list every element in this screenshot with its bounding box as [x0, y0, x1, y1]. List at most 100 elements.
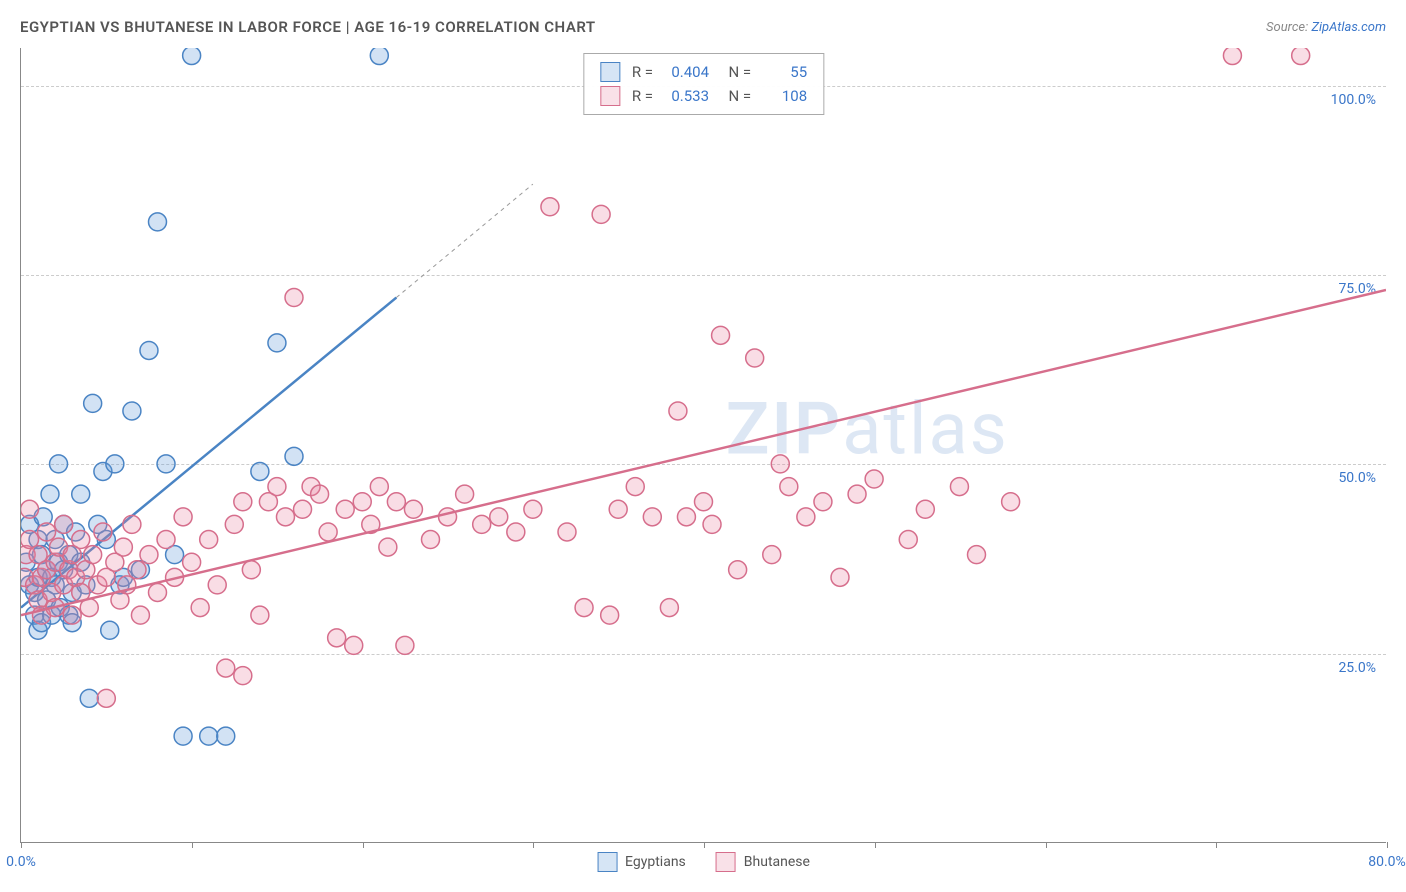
x-tick	[363, 842, 364, 848]
bottom-legend-item: Egyptians	[597, 852, 686, 872]
legend-label: Egyptians	[625, 854, 686, 870]
data-point	[575, 599, 593, 617]
data-point	[149, 583, 167, 601]
data-point	[771, 455, 789, 473]
data-point	[370, 48, 388, 65]
source-prefix: Source:	[1266, 20, 1311, 35]
legend-swatch	[600, 62, 620, 82]
data-point	[916, 500, 934, 518]
trend-line-dashed	[396, 184, 533, 297]
data-point	[797, 508, 815, 526]
data-point	[208, 576, 226, 594]
data-point	[114, 538, 132, 556]
data-point	[72, 485, 90, 503]
data-point	[370, 478, 388, 496]
x-tick	[21, 842, 22, 848]
legend-label: Bhutanese	[744, 854, 810, 870]
data-point	[473, 515, 491, 533]
data-point	[763, 546, 781, 564]
data-point	[191, 599, 209, 617]
data-point	[183, 48, 201, 65]
stat-r-value: 0.404	[661, 60, 709, 84]
data-point	[50, 455, 68, 473]
chart-title: EGYPTIAN VS BHUTANESE IN LABOR FORCE | A…	[20, 18, 596, 36]
data-point	[336, 500, 354, 518]
data-point	[712, 326, 730, 344]
data-point	[899, 531, 917, 549]
data-point	[268, 334, 286, 352]
data-point	[439, 508, 457, 526]
x-tick	[1387, 842, 1388, 848]
stat-r-value: 0.533	[661, 84, 709, 108]
data-point	[311, 485, 329, 503]
data-point	[814, 493, 832, 511]
data-point	[251, 606, 269, 624]
data-point	[242, 561, 260, 579]
stats-legend: R = 0.404 N = 55R = 0.533 N = 108	[583, 53, 824, 115]
data-point	[507, 523, 525, 541]
data-point	[200, 531, 218, 549]
data-point	[234, 493, 252, 511]
data-point	[157, 455, 175, 473]
stat-n-value: 108	[759, 84, 807, 108]
legend-swatch	[716, 852, 736, 872]
data-point	[950, 478, 968, 496]
data-point	[643, 508, 661, 526]
data-point	[268, 478, 286, 496]
data-point	[200, 727, 218, 745]
data-point	[21, 500, 39, 518]
data-point	[1292, 48, 1310, 65]
data-point	[746, 349, 764, 367]
x-tick	[533, 842, 534, 848]
legend-row: R = 0.533 N = 108	[600, 84, 807, 108]
data-point	[609, 500, 627, 518]
data-point	[404, 500, 422, 518]
data-point	[225, 515, 243, 533]
stat-r-label: R =	[632, 84, 653, 108]
data-point	[80, 689, 98, 707]
data-point	[677, 508, 695, 526]
data-point	[422, 531, 440, 549]
data-point	[285, 289, 303, 307]
data-point	[149, 213, 167, 231]
data-point	[128, 561, 146, 579]
chart-container: EGYPTIAN VS BHUTANESE IN LABOR FORCE | A…	[0, 0, 1406, 892]
data-point	[234, 667, 252, 685]
data-point	[140, 546, 158, 564]
data-point	[660, 599, 678, 617]
legend-swatch	[600, 86, 620, 106]
data-point	[217, 727, 235, 745]
data-point	[780, 478, 798, 496]
data-point	[379, 538, 397, 556]
data-point	[328, 629, 346, 647]
data-point	[968, 546, 986, 564]
data-point	[729, 561, 747, 579]
data-point	[353, 493, 371, 511]
stat-r-label: R =	[632, 60, 653, 84]
source-link[interactable]: ZipAtlas.com	[1311, 20, 1386, 35]
stat-n-label: N =	[721, 84, 751, 108]
stat-n-value: 55	[759, 60, 807, 84]
data-point	[106, 455, 124, 473]
data-point	[55, 515, 73, 533]
x-tick	[1216, 842, 1217, 848]
data-point	[592, 205, 610, 223]
data-point	[131, 606, 149, 624]
bottom-legend-item: Bhutanese	[716, 852, 810, 872]
data-point	[157, 531, 175, 549]
data-point	[456, 485, 474, 503]
scatter-svg	[21, 48, 1386, 842]
data-point	[490, 508, 508, 526]
data-point	[251, 462, 269, 480]
legend-row: R =0.404 N =55	[600, 60, 807, 84]
data-point	[695, 493, 713, 511]
bottom-legend: Egyptians Bhutanese	[597, 852, 810, 872]
data-point	[41, 485, 59, 503]
data-point	[84, 546, 102, 564]
data-point	[541, 198, 559, 216]
x-tick-label: 0.0%	[6, 854, 36, 870]
data-point	[1002, 493, 1020, 511]
data-point	[123, 402, 141, 420]
data-point	[63, 606, 81, 624]
data-point	[174, 508, 192, 526]
